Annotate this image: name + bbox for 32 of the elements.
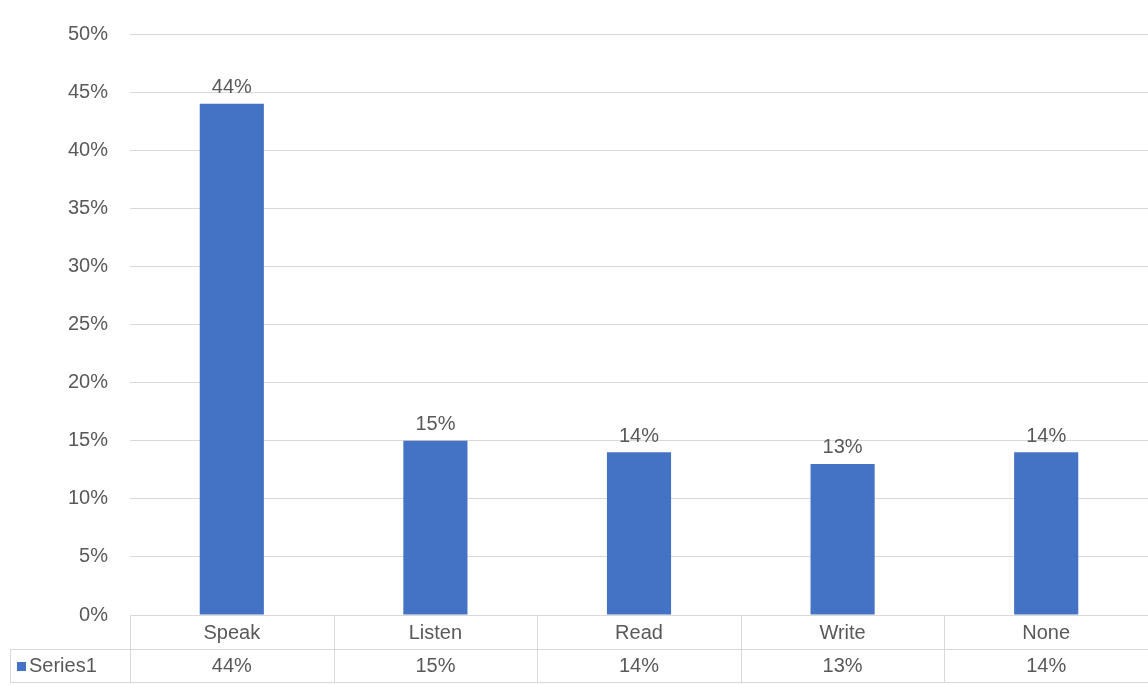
bar [199,103,264,615]
text: 14% [1026,423,1067,446]
data-label: 14% [618,653,660,676]
text: 13% [822,435,863,458]
bar [1014,452,1079,615]
y-tick-label: 20% [67,370,109,393]
y-tick-label: 0% [79,602,109,625]
text: 14% [618,423,660,446]
y-tick-label: 45% [67,79,109,102]
text: 44% [211,75,252,98]
y-tick-label: 5% [79,544,109,567]
x-tick-label: None [1022,620,1071,643]
y-tick-label: 30% [67,253,109,276]
bar [810,463,875,615]
bar [403,440,468,615]
x-tick-label: Speak [203,620,262,643]
data-label: 14% [1026,653,1067,676]
y-tick-label: 10% [67,486,109,509]
y-tick-label: 40% [67,137,109,160]
y-tick-label: 15% [67,428,109,451]
data-label: 15% [415,653,456,676]
y-tick-label: 25% [67,312,109,335]
x-tick-label: Read [615,620,663,643]
data-label: 44% [211,653,253,676]
y-tick-label: 50% [67,21,109,44]
bar [606,452,672,615]
text: 15% [415,412,456,435]
x-tick-label: Listen [408,620,463,643]
x-tick-label: Write [819,620,866,643]
legend-label: Series1 [29,653,97,676]
y-tick-label: 35% [67,195,109,218]
data-label: 13% [822,653,863,676]
